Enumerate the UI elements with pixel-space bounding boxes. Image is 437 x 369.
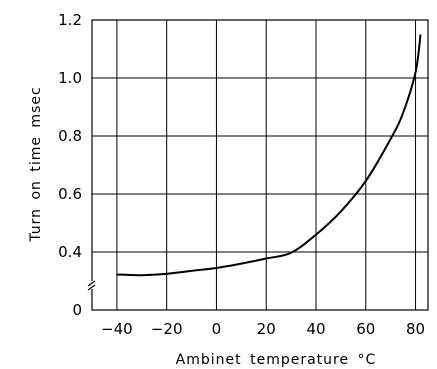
y-tick-label: 0.8	[58, 127, 82, 145]
y-tick-label: 0.4	[58, 243, 82, 261]
x-tick-label: −40	[101, 320, 133, 338]
x-axis-label: Ambinet temperature °C	[176, 352, 377, 368]
x-tick-labels: −40 −20 0 20 40 60 80	[101, 320, 425, 338]
y-tick-label: 1.0	[58, 69, 82, 87]
series-line	[116, 34, 422, 277]
x-tick-label: 20	[257, 320, 276, 338]
y-tick-labels: 0 0.4 0.6 0.8 1.0 1.2	[58, 11, 82, 319]
x-tick-label: 40	[306, 320, 325, 338]
y-axis-label: Turn on time msec	[28, 86, 44, 242]
series-layer	[116, 34, 422, 277]
grid	[92, 20, 428, 310]
axis-break-gap	[88, 281, 96, 289]
plot-frame	[91, 19, 429, 311]
x-tick-label: 80	[406, 320, 425, 338]
y-tick-label: 0.6	[58, 185, 82, 203]
x-tick-label: 60	[356, 320, 375, 338]
x-tick-label: 0	[212, 320, 222, 338]
y-tick-label: 0	[72, 301, 82, 319]
y-axis-break-marker	[87, 280, 96, 291]
y-tick-label: 1.2	[58, 11, 82, 29]
axis-break-slash	[87, 284, 96, 291]
axis-break-slash	[87, 280, 96, 287]
x-tick-label: −20	[151, 320, 183, 338]
plot-border	[91, 19, 429, 311]
